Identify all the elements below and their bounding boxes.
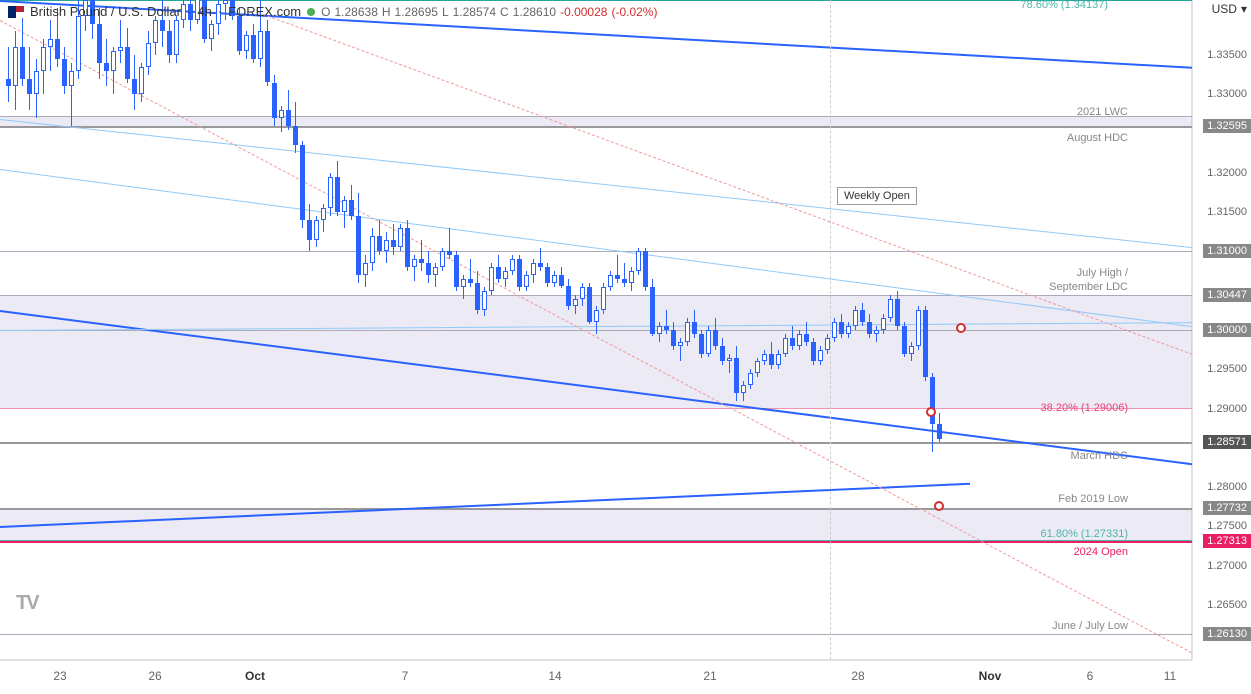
chart-annotation: 78.60% (1.34137) xyxy=(1021,0,1108,11)
y-tick-label: 1.27000 xyxy=(1207,560,1247,572)
y-tick-label: 1.29000 xyxy=(1207,403,1247,415)
price-zone xyxy=(0,116,1192,126)
time-axis[interactable]: 23 26 Oct 7 14 21 28 Nov 6 11 xyxy=(0,660,1192,694)
y-tick-label: 1.33500 xyxy=(1207,49,1247,61)
x-tick-label: 23 xyxy=(53,669,66,683)
y-price-box: 1.30000 xyxy=(1203,323,1251,337)
horizontal-line xyxy=(0,251,1192,252)
x-tick-label: 14 xyxy=(548,669,561,683)
provider-label: FOREX.com xyxy=(228,4,301,19)
horizontal-line xyxy=(0,442,1192,444)
trend-line xyxy=(0,119,1192,248)
chart-annotation: 2024 Open xyxy=(1074,546,1128,558)
x-tick-label: 26 xyxy=(148,669,161,683)
market-status-icon xyxy=(307,8,315,16)
price-zone xyxy=(0,508,1192,541)
x-tick-label: 28 xyxy=(851,669,864,683)
x-tick-label: Nov xyxy=(979,669,1002,683)
target-marker-icon xyxy=(934,501,944,511)
x-tick-label: 11 xyxy=(1164,669,1176,683)
horizontal-line xyxy=(0,408,1192,409)
horizontal-line xyxy=(0,634,1192,635)
interval-label: 4h xyxy=(197,4,211,19)
chart-annotation: March HDC xyxy=(1071,450,1128,462)
y-tick-label: 1.29500 xyxy=(1207,363,1247,375)
y-tick-label: 1.27500 xyxy=(1207,520,1247,532)
y-tick-label: 1.28000 xyxy=(1207,481,1247,493)
horizontal-line xyxy=(0,541,1192,543)
weekly-open-label: Weekly Open xyxy=(837,187,917,205)
chart-annotation: August HDC xyxy=(1067,132,1128,144)
horizontal-line xyxy=(0,295,1192,296)
x-tick-label: Oct xyxy=(245,669,265,683)
y-tick-label: 1.31500 xyxy=(1207,206,1247,218)
chart-annotation: 61.80% (1.27331) xyxy=(1041,528,1128,540)
ohlc-display: O1.28638 H1.28695 L1.28574 C1.28610 -0.0… xyxy=(321,5,657,19)
y-price-box: 1.30447 xyxy=(1203,288,1251,302)
horizontal-line xyxy=(0,508,1192,510)
chart-annotation: 2021 LWC xyxy=(1077,106,1128,118)
x-tick-label: 7 xyxy=(402,669,409,683)
y-price-box: 1.31000 xyxy=(1203,244,1251,258)
chart-annotation: 38.20% (1.29006) xyxy=(1041,402,1128,414)
y-price-box: 1.26130 xyxy=(1203,627,1251,641)
y-tick-label: 1.33000 xyxy=(1207,88,1247,100)
price-zone xyxy=(0,295,1192,408)
chart-annotation: Feb 2019 Low xyxy=(1058,493,1128,505)
horizontal-line xyxy=(0,330,1192,331)
chart-header: British Pound / U.S. Dollar · 4h · FOREX… xyxy=(8,4,657,19)
chart-annotation: July High / xyxy=(1077,267,1128,279)
x-tick-label: 21 xyxy=(703,669,716,683)
chevron-down-icon: ▾ xyxy=(1241,2,1247,16)
vertical-line xyxy=(830,0,831,660)
y-price-box: 1.28571 xyxy=(1203,435,1251,449)
horizontal-line xyxy=(0,126,1192,128)
y-price-box: 1.27732 xyxy=(1203,501,1251,515)
symbol-title: British Pound / U.S. Dollar xyxy=(30,4,181,19)
horizontal-line xyxy=(0,0,1192,1)
y-price-box: 1.32595 xyxy=(1203,119,1251,133)
y-price-box: 1.27313 xyxy=(1203,534,1251,548)
target-marker-icon xyxy=(926,407,936,417)
y-tick-label: 1.26500 xyxy=(1207,599,1247,611)
chart-annotation: September LDC xyxy=(1049,281,1128,293)
chart-plot-area[interactable]: British Pound / U.S. Dollar · 4h · FOREX… xyxy=(0,0,1192,660)
price-axis[interactable]: USD ▾ 1.33500 1.33000 1.32000 1.31500 1.2950… xyxy=(1192,0,1251,660)
x-tick-label: 6 xyxy=(1087,669,1094,683)
y-tick-label: 1.32000 xyxy=(1207,167,1247,179)
tradingview-logo: TV xyxy=(16,592,38,615)
currency-selector[interactable]: USD ▾ xyxy=(1212,2,1247,16)
target-marker-icon xyxy=(956,323,966,333)
chart-annotation: June / July Low xyxy=(1052,620,1128,632)
gbpusd-flag-icon xyxy=(8,6,24,18)
